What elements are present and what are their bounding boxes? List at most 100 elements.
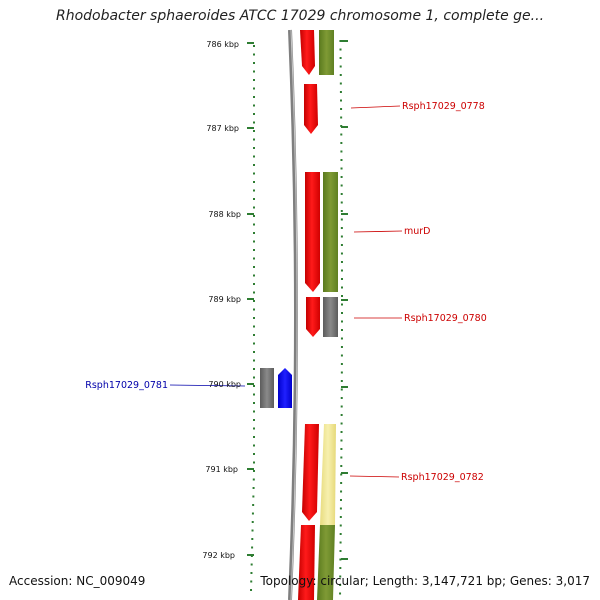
tick-mark [253,104,255,107]
tick-mark [339,507,342,510]
tick-mark [339,550,342,552]
tick-mark [340,329,343,331]
tick-mark [341,213,348,215]
tick-mark [340,303,343,306]
tick-mark [340,405,343,408]
tick-mark [339,558,342,561]
tick-mark [253,181,255,183]
tick-mark [253,266,255,268]
tick-mark [340,261,343,263]
tick-mark [253,70,255,73]
gene-label-rsph17029-0782[interactable]: Rsph17029_0782 [401,472,484,483]
tick-mark [253,444,255,447]
gene-block[interactable] [323,297,338,337]
kbp-label: 788 kbp [208,210,241,219]
tick-mark [340,448,343,450]
tick-mark [341,40,348,42]
cds-arrow[interactable] [300,30,315,75]
tick-mark [253,215,255,217]
cds-arrow[interactable] [302,424,319,521]
tick-mark [340,295,343,297]
tick-mark [253,317,255,319]
tick-mark [340,320,343,323]
tick-mark [253,240,255,243]
tick-mark [340,414,343,416]
tick-mark [252,487,255,489]
kbp-label: 790 kbp [208,380,241,389]
tick-mark [253,62,255,64]
cds-arrow[interactable] [298,525,315,600]
gene-block[interactable] [323,172,338,292]
tick-mark [251,546,254,549]
tick-mark [253,257,255,260]
reverse-strand-track [260,368,292,408]
cds-arrow[interactable] [306,297,320,337]
tick-mark [340,142,343,144]
tick-mark [340,252,343,255]
tick-mark [340,456,343,459]
gene-labels: Rsph17029_0778 murD Rsph17029_0780 Rsph1… [85,101,487,483]
reverse-cds-arrow[interactable] [278,368,292,408]
tick-mark [341,558,348,560]
tick-mark [253,470,255,472]
tick-mark [340,431,343,433]
gene-label-rsph17029-0781[interactable]: Rsph17029_0781 [85,380,168,391]
tick-mark [247,127,254,129]
tick-mark [340,388,343,391]
gene-block[interactable] [260,368,274,408]
tick-mark [340,490,343,493]
tick-mark [253,53,255,56]
inner-tick-track [339,40,348,595]
tick-mark [253,223,255,226]
tick-mark [253,342,255,345]
label-leaders [169,105,403,478]
tick-mark [253,359,255,362]
tick-mark [247,42,254,44]
tick-mark [253,96,255,98]
gene-track [317,30,338,600]
gene-block[interactable] [317,525,335,600]
tick-mark [253,385,255,387]
gene-label-rsph17029-0778[interactable]: Rsph17029_0778 [402,101,485,112]
tick-mark [339,40,342,42]
map-title: Rhodobacter sphaeroides ATCC 17029 chrom… [55,8,545,24]
tick-mark [340,439,343,442]
tick-mark [253,308,255,311]
tick-mark [252,504,255,506]
kbp-tick-track [247,42,254,556]
tick-mark [252,478,255,481]
tick-mark [340,380,343,382]
tick-mark [340,150,343,153]
tick-mark [340,210,343,212]
cds-arrow[interactable] [304,84,318,134]
tick-mark [253,274,255,277]
tick-mark [340,337,343,340]
tick-mark [250,589,253,591]
tick-mark [341,472,348,474]
cds-arrow[interactable] [305,172,320,292]
gene-label-murd[interactable]: murD [404,226,431,237]
gene-block[interactable] [320,424,336,525]
tick-mark [340,269,343,272]
gene-label-rsph17029-0780[interactable]: Rsph17029_0780 [404,313,487,324]
accession-text: Accession: NC_009049 [9,574,146,588]
tick-mark [339,499,342,501]
tick-mark [253,453,255,455]
gene-block[interactable] [319,30,334,75]
tick-mark [253,172,255,175]
tick-mark [253,283,255,285]
tick-mark [253,393,255,396]
tick-mark [340,465,343,467]
tick-mark [247,554,254,556]
tick-mark [253,113,255,115]
tick-mark [253,402,255,404]
tick-mark [340,473,343,476]
tick-mark [340,371,343,374]
tick-mark [253,130,255,132]
tick-mark [340,193,343,195]
tick-mark [252,495,255,498]
tick-mark [340,167,343,170]
tick-mark [339,541,342,544]
tick-mark [340,116,343,119]
